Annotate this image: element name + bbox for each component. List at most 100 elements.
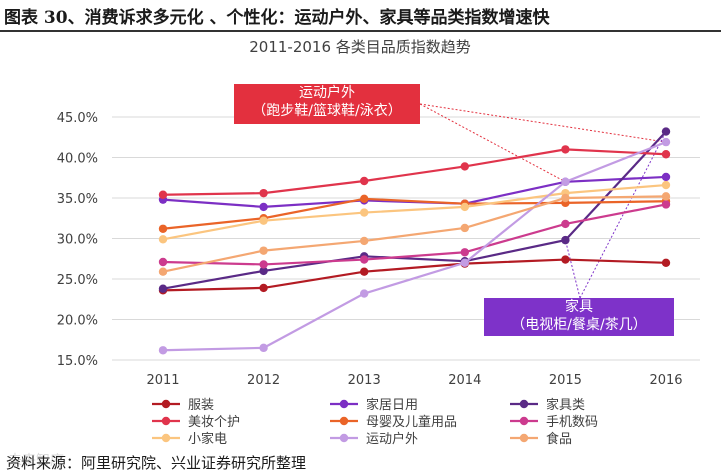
callout-sports-box <box>234 84 420 124</box>
x-tick-label: 2011 <box>146 373 179 388</box>
series-小家电 <box>158 180 671 244</box>
legend-swatch-marker <box>161 433 171 443</box>
data-point <box>360 236 369 246</box>
series-line <box>162 141 667 352</box>
data-point <box>460 223 469 233</box>
data-point <box>259 266 268 276</box>
data-point <box>158 190 168 199</box>
data-point <box>259 343 268 353</box>
line-chart: 2011-2016 各类目品质指数趋势 15.0% 20.0% 25.0% 30.0%… <box>57 38 700 447</box>
y-axis-tick-labels: 15.0% 20.0% 25.0% 30.0% 35.0% 40.0% 45.0% <box>57 111 98 369</box>
legend-swatch-marker <box>519 399 529 409</box>
watermark: 未来智库 <box>8 453 64 469</box>
data-point <box>661 180 671 190</box>
data-point <box>661 200 671 209</box>
callout-sports: 运动户外 （跑步鞋/篮球鞋/泳衣） <box>234 84 420 124</box>
legend-label: 母婴及儿童用品 <box>366 414 457 430</box>
y-tick-label: 20.0% <box>57 314 98 329</box>
x-tick-label: 2016 <box>649 373 682 388</box>
legend-entry: 家具类 <box>510 397 585 413</box>
series-line <box>162 195 667 273</box>
legend-swatch-marker <box>339 433 349 443</box>
data-point <box>158 257 168 267</box>
x-axis-tick-labels: 2011 2012 2013 2014 2015 2016 <box>146 373 682 388</box>
y-tick-label: 35.0% <box>57 192 98 207</box>
data-point <box>661 150 671 159</box>
legend-entry: 服装 <box>152 398 214 413</box>
x-tick-label: 2012 <box>247 373 280 388</box>
legend-label: 家具类 <box>546 397 585 413</box>
legend-entry: 手机数码 <box>510 415 598 430</box>
data-point <box>259 188 268 198</box>
legend-swatch-marker <box>519 416 529 426</box>
data-point <box>158 346 168 355</box>
legend-swatch-marker <box>339 399 349 409</box>
series-家具类 <box>158 127 671 293</box>
legend-entry: 家居日用 <box>330 397 418 413</box>
data-point <box>360 289 369 298</box>
y-tick-label: 45.0% <box>57 111 98 126</box>
data-point <box>259 260 268 269</box>
data-point <box>360 267 369 276</box>
y-tick-label: 15.0% <box>57 354 98 369</box>
legend-entry: 小家电 <box>152 431 227 447</box>
data-point <box>460 258 469 267</box>
callout-furniture-line1: 家具 <box>565 299 593 315</box>
legend-label: 美妆个护 <box>188 415 240 430</box>
legend-swatch-marker <box>161 399 171 409</box>
legend-label: 食品 <box>546 431 572 447</box>
data-point <box>561 145 570 154</box>
data-point <box>561 177 570 186</box>
series-lines <box>158 127 671 355</box>
data-point <box>561 255 570 264</box>
callout-furniture-pointer <box>579 131 667 299</box>
callout-sports-pointer <box>419 103 667 143</box>
data-point <box>460 162 469 171</box>
series-手机数码 <box>158 200 671 269</box>
callout-sports-pointer <box>419 103 566 183</box>
legend-label: 手机数码 <box>546 415 598 430</box>
x-tick-label: 2014 <box>448 373 481 388</box>
data-point <box>661 137 671 147</box>
header: 图表 30、消费诉求多元化 、个性化：运动户外、家具等品类指数增速快 <box>0 0 721 32</box>
legend-swatch-marker <box>161 416 171 426</box>
legend-entry: 母婴及儿童用品 <box>330 414 457 430</box>
data-point <box>158 224 168 233</box>
legend-swatch-marker <box>339 416 349 426</box>
y-tick-label: 25.0% <box>57 273 98 288</box>
data-point <box>661 258 671 267</box>
y-tick-label: 30.0% <box>57 233 98 248</box>
callout-furniture-box <box>484 298 674 336</box>
series-line <box>162 258 667 292</box>
data-point <box>259 216 268 225</box>
legend-swatch-marker <box>519 433 529 443</box>
data-point <box>661 127 671 136</box>
chart-title: 2011-2016 各类目品质指数趋势 <box>249 38 471 56</box>
series-食品 <box>158 192 671 276</box>
callout-furniture-line2: （电视柜/餐桌/茶几） <box>511 317 647 333</box>
series-line <box>162 203 667 266</box>
callout-furniture-pointer <box>564 239 581 299</box>
data-point <box>259 246 268 255</box>
callout-sports-line2: （跑步鞋/篮球鞋/泳衣） <box>252 103 402 119</box>
data-point <box>561 193 570 203</box>
legend-label: 家居日用 <box>366 397 418 413</box>
series-line <box>162 130 667 290</box>
data-point <box>360 194 369 204</box>
data-point <box>360 176 369 186</box>
data-point <box>460 202 469 212</box>
data-point <box>158 235 168 244</box>
data-point <box>460 248 469 257</box>
series-line <box>162 148 667 196</box>
series-美妆个护 <box>158 145 671 199</box>
data-point <box>661 192 671 201</box>
data-point <box>661 172 671 182</box>
series-运动户外 <box>158 137 671 355</box>
data-point <box>259 283 268 293</box>
figure-title: 图表 30、消费诉求多元化 、个性化：运动户外、家具等品类指数增速快 <box>4 8 550 28</box>
legend-entry: 食品 <box>510 431 572 447</box>
data-point <box>360 255 369 264</box>
legend-entry: 运动户外 <box>330 431 418 447</box>
series-line <box>162 183 667 241</box>
